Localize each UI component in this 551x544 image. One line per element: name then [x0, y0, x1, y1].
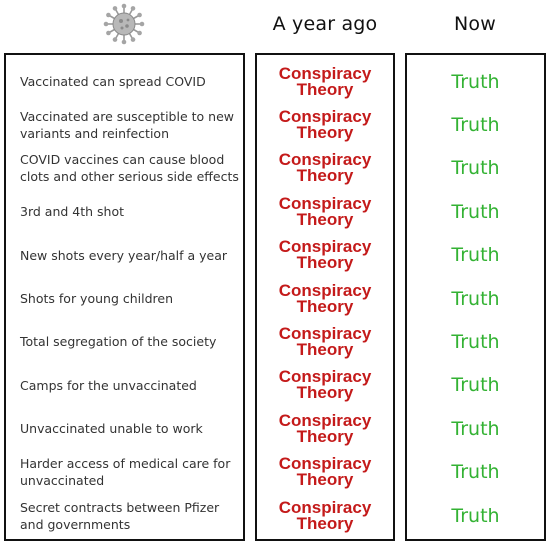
claim-text: Total segregation of the society — [20, 334, 217, 350]
column-header-now: Now — [454, 13, 496, 35]
conspiracy-theory-label: Conspiracy Theory — [278, 280, 372, 316]
conspiracy-theory-label: Conspiracy Theory — [278, 323, 372, 359]
claim-text: New shots every year/half a year — [20, 247, 228, 263]
claim-text: COVID vaccines can cause blood clots and… — [20, 152, 239, 185]
truth-label: Truth — [451, 200, 500, 223]
conspiracy-theory-label: Conspiracy Theory — [278, 106, 372, 142]
truth-label: Truth — [451, 417, 500, 440]
truth-label: Truth — [451, 287, 500, 310]
table-row: 3rd and 4th shot Conspiracy Theory Truth — [0, 190, 551, 233]
truth-label: Truth — [451, 330, 500, 353]
a-year-ago-column-box — [255, 53, 395, 541]
virus-icon — [102, 2, 146, 46]
table-row: Harder access of medical care for unvacc… — [0, 451, 551, 494]
truth-label: Truth — [451, 504, 500, 527]
table-row: Shots for young children Conspiracy Theor… — [0, 277, 551, 320]
claim-text: Harder access of medical care for unvacc… — [20, 456, 231, 489]
claim-text: Camps for the unvaccinated — [20, 377, 197, 393]
table-row: Vaccinated can spread COVID Conspiracy Th… — [0, 60, 551, 103]
claims-column-box — [4, 53, 245, 541]
table-row: Unvaccinated unable to work Conspiracy Th… — [0, 407, 551, 450]
table-row: Vaccinated are susceptible to new varian… — [0, 103, 551, 146]
truth-label: Truth — [451, 374, 500, 397]
conspiracy-theory-label: Conspiracy Theory — [278, 497, 372, 533]
conspiracy-theory-label: Conspiracy Theory — [278, 150, 372, 186]
now-column-box — [405, 53, 546, 541]
comparison-table: Vaccinated can spread COVID Conspiracy Th… — [0, 60, 551, 538]
table-row: COVID vaccines can cause blood clots and… — [0, 147, 551, 190]
table-row: New shots every year/half a year Conspir… — [0, 234, 551, 277]
conspiracy-theory-label: Conspiracy Theory — [278, 454, 372, 490]
claim-text: Shots for young children — [20, 291, 174, 306]
column-header-a-year-ago: A year ago — [272, 13, 378, 35]
conspiracy-theory-label: Conspiracy Theory — [278, 410, 372, 446]
truth-label: Truth — [451, 157, 500, 180]
conspiracy-theory-label: Conspiracy Theory — [278, 237, 372, 273]
truth-label: Truth — [451, 70, 500, 93]
table-row: Secret contracts between Pfizer and gove… — [0, 494, 551, 537]
truth-label: Truth — [451, 461, 500, 484]
table-row: Camps for the unvaccinated Conspiracy The… — [0, 364, 551, 407]
claim-text: 3rd and 4th shot — [20, 204, 125, 220]
claim-text: Vaccinated can spread COVID — [20, 74, 206, 89]
table-row: Total segregation of the society Conspir… — [0, 320, 551, 363]
truth-label: Truth — [451, 113, 500, 136]
claim-text: Unvaccinated unable to work — [20, 421, 203, 437]
claim-text: Vaccinated are susceptible to new varian… — [20, 108, 234, 141]
conspiracy-theory-label: Conspiracy Theory — [278, 367, 372, 403]
claim-text: Secret contracts between Pfizer and gove… — [20, 499, 220, 532]
conspiracy-theory-label: Conspiracy Theory — [278, 193, 372, 229]
truth-label: Truth — [451, 244, 500, 267]
conspiracy-theory-label: Conspiracy Theory — [278, 63, 372, 99]
